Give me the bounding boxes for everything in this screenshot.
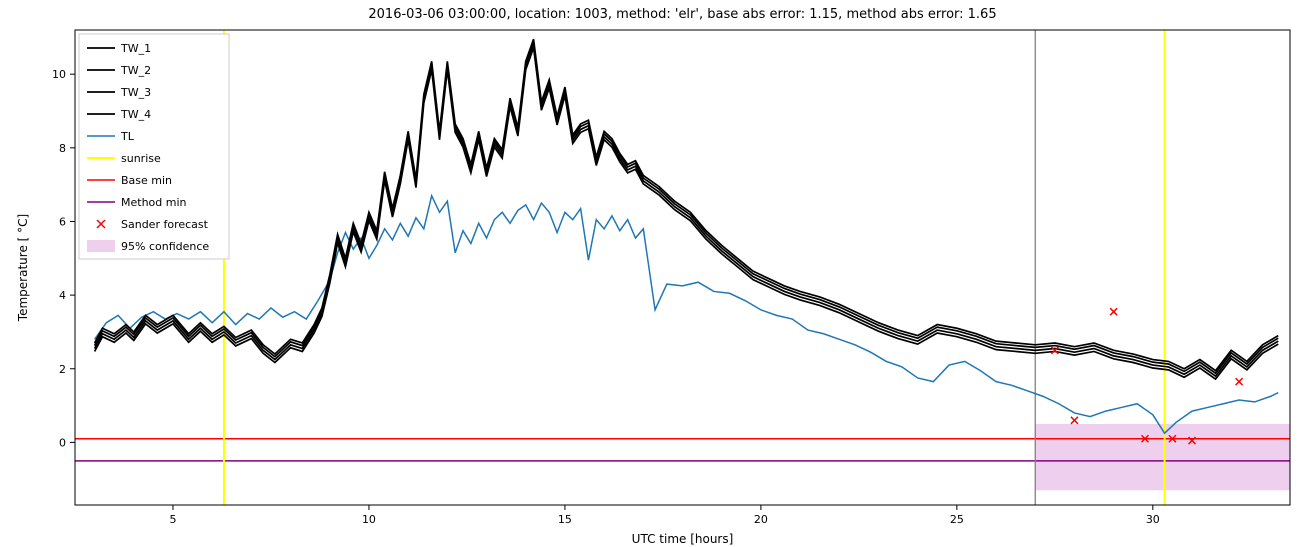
legend: TW_1 TW_2 TW_3 TW_4 TL sunrise Base min Method … [79,34,229,259]
y-tick-label: 2 [59,363,66,376]
x-tick-label: 30 [1146,513,1160,526]
x-tick-label: 25 [950,513,964,526]
legend-item-label: TW_4 [120,108,151,121]
legend-item-label: TW_2 [120,64,151,77]
chart-container: 5 10 15 20 25 30 0 2 4 6 8 10 UTC time [hours] Temper… [0,0,1310,547]
legend-item-label: TW_3 [120,86,151,99]
y-tick-label: 4 [59,289,66,302]
y-tick-label: 6 [59,215,66,228]
x-tick-label: 20 [754,513,768,526]
legend-item-label: 95% confidence [121,240,209,253]
x-axis-label: UTC time [hours] [632,532,734,546]
legend-item-label: Sander forecast [121,218,209,231]
chart-title: 2016-03-06 03:00:00, location: 1003, met… [368,7,996,22]
y-axis-label: Temperature [ °C] [16,214,30,322]
y-tick-label: 8 [59,142,66,155]
chart-svg: 5 10 15 20 25 30 0 2 4 6 8 10 UTC time [hours] Temper… [0,0,1310,547]
y-tick-label: 10 [52,68,66,81]
x-tick-label: 5 [169,513,176,526]
confidence-band [1035,424,1290,490]
y-tick-label: 0 [59,436,66,449]
x-tick-label: 10 [362,513,376,526]
legend-item-label: TL [120,130,135,143]
legend-item-label: TW_1 [120,42,151,55]
legend-item-label: Method min [121,196,187,209]
legend-item-label: Base min [121,174,172,187]
x-tick-label: 15 [558,513,572,526]
legend-item-label: sunrise [121,152,161,165]
